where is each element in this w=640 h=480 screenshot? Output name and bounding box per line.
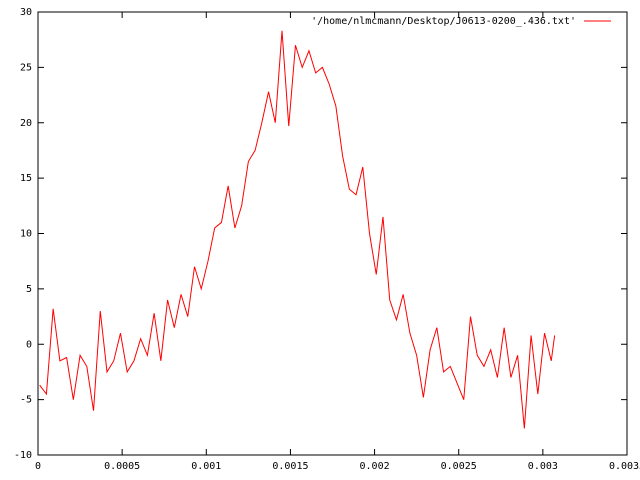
y-tick-label: 0 xyxy=(26,339,32,350)
y-tick-label: 10 xyxy=(20,229,32,240)
x-tick-label: 0.001 xyxy=(191,461,221,472)
y-tick-label: 25 xyxy=(20,62,32,73)
y-tick-label: -5 xyxy=(20,395,32,406)
y-tick-label: 30 xyxy=(20,7,32,18)
x-tick-label: 0.0015 xyxy=(272,461,308,472)
y-tick-label: -10 xyxy=(14,450,32,461)
x-tick-label: 0.003 xyxy=(528,461,558,472)
x-tick-label: 0.0025 xyxy=(441,461,477,472)
data-line xyxy=(39,30,556,429)
x-tick-label: 0.0035 xyxy=(609,461,640,472)
x-tick-label: 0.0005 xyxy=(104,461,140,472)
y-tick-label: 5 xyxy=(26,284,32,295)
x-tick-label: 0.002 xyxy=(360,461,390,472)
x-tick-label: 0 xyxy=(35,461,41,472)
legend-label: '/home/nlmcmann/Desktop/J0613-0200_.436.… xyxy=(311,16,576,27)
y-tick-label: 15 xyxy=(20,173,32,184)
y-tick-label: 20 xyxy=(20,118,32,129)
